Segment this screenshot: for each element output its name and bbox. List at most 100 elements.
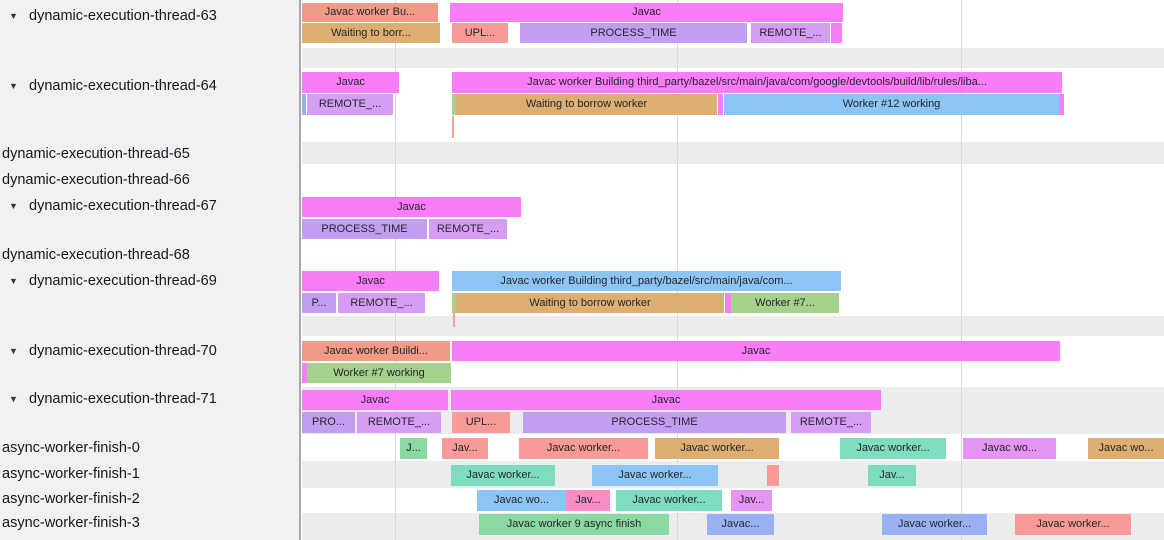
- expand-collapse-triangle-icon[interactable]: ▼: [9, 394, 18, 404]
- slice-bar[interactable]: PRO...: [302, 412, 355, 433]
- slice-bar[interactable]: REMOTE_...: [791, 412, 871, 433]
- track-band: [302, 316, 1164, 336]
- slice-bar[interactable]: Waiting to borrow worker: [456, 94, 717, 115]
- track-label-dynamic-execution-thread-69[interactable]: ▼ dynamic-execution-thread-69: [0, 272, 217, 290]
- slice-bar[interactable]: Javac: [302, 197, 521, 217]
- slice-bar[interactable]: Javac: [452, 341, 1060, 361]
- time-gridline: [961, 0, 962, 540]
- track-label-async-worker-finish-3: async-worker-finish-3: [0, 514, 140, 532]
- track-label-dynamic-execution-thread-66: dynamic-execution-thread-66: [0, 171, 190, 189]
- slice-bar-sliver[interactable]: [452, 293, 456, 313]
- slice-bar[interactable]: Javac...: [707, 514, 774, 535]
- slice-bar[interactable]: Javac: [451, 390, 881, 410]
- track-name-text: dynamic-execution-thread-64: [29, 78, 217, 94]
- track-label-async-worker-finish-0: async-worker-finish-0: [0, 439, 140, 457]
- track-label-dynamic-execution-thread-67[interactable]: ▼ dynamic-execution-thread-67: [0, 197, 217, 215]
- slice-bar[interactable]: REMOTE_...: [357, 412, 441, 433]
- expand-collapse-triangle-icon[interactable]: ▼: [9, 11, 18, 21]
- track-name-text: dynamic-execution-thread-69: [29, 273, 217, 289]
- slice-bar[interactable]: Javac: [302, 271, 439, 291]
- expand-collapse-triangle-icon[interactable]: ▼: [9, 81, 18, 91]
- track-band: [302, 48, 1164, 68]
- slice-bar-sliver[interactable]: [302, 94, 306, 115]
- slice-bar[interactable]: Javac worker...: [882, 514, 987, 535]
- slice-bar[interactable]: REMOTE_...: [429, 219, 507, 239]
- slice-bar[interactable]: Javac: [450, 3, 843, 22]
- slice-bar[interactable]: Javac worker Building third_party/bazel/…: [452, 271, 841, 291]
- slice-bar[interactable]: Javac worker...: [451, 465, 555, 486]
- slice-bar[interactable]: UPL...: [452, 23, 508, 43]
- expand-collapse-triangle-icon[interactable]: ▼: [9, 276, 18, 286]
- slice-bar[interactable]: Javac wo...: [1088, 438, 1164, 459]
- slice-bar[interactable]: Javac: [302, 390, 448, 410]
- track-label-async-worker-finish-2: async-worker-finish-2: [0, 490, 140, 508]
- track-band: [302, 142, 1164, 164]
- slice-bar[interactable]: J...: [400, 438, 427, 459]
- track-label-dynamic-execution-thread-71[interactable]: ▼ dynamic-execution-thread-71: [0, 390, 217, 408]
- slice-bar[interactable]: UPL...: [452, 412, 510, 433]
- slice-bar[interactable]: Javac worker Buildi...: [302, 341, 450, 361]
- track-name-text: dynamic-execution-thread-68: [2, 247, 190, 263]
- slice-bar[interactable]: Javac worker 9 async finish: [479, 514, 669, 535]
- track-label-dynamic-execution-thread-63[interactable]: ▼ dynamic-execution-thread-63: [0, 7, 217, 25]
- slice-bar[interactable]: Worker #12 working: [724, 94, 1059, 115]
- slice-bar[interactable]: REMOTE_...: [751, 23, 830, 43]
- slice-bar[interactable]: Javac worker...: [519, 438, 648, 459]
- slice-bar-sliver[interactable]: [831, 23, 842, 43]
- track-name-text: dynamic-execution-thread-70: [29, 343, 217, 359]
- track-name-text: dynamic-execution-thread-71: [29, 391, 217, 407]
- track-label-async-worker-finish-1: async-worker-finish-1: [0, 465, 140, 483]
- slice-bar[interactable]: Javac worker...: [840, 438, 946, 459]
- slice-bar[interactable]: P...: [302, 293, 336, 313]
- track-name-text: dynamic-execution-thread-66: [2, 172, 190, 188]
- slice-bar[interactable]: Javac worker Building third_party/bazel/…: [452, 72, 1062, 93]
- slice-bar[interactable]: Javac worker Bu...: [302, 3, 438, 22]
- slice-bar[interactable]: Waiting to borr...: [302, 23, 440, 43]
- slice-bar[interactable]: Javac wo...: [963, 438, 1056, 459]
- track-name-text: dynamic-execution-thread-67: [29, 198, 217, 214]
- slice-bar[interactable]: Jav...: [868, 465, 916, 486]
- instant-event-tick: [453, 313, 455, 327]
- track-name-text: async-worker-finish-3: [2, 515, 140, 531]
- slice-bar-sliver[interactable]: [452, 94, 456, 115]
- time-gridline: [677, 0, 678, 540]
- slice-bar[interactable]: PROCESS_TIME: [523, 412, 786, 433]
- slice-bar[interactable]: Javac worker...: [592, 465, 718, 486]
- slice-bar[interactable]: Worker #7...: [731, 293, 839, 313]
- slice-bar[interactable]: Waiting to borrow worker: [456, 293, 724, 313]
- slice-bar[interactable]: Javac worker...: [1015, 514, 1131, 535]
- track-name-text: async-worker-finish-2: [2, 491, 140, 507]
- slice-bar[interactable]: REMOTE_...: [338, 293, 425, 313]
- slice-bar-sliver[interactable]: [1059, 94, 1064, 115]
- track-label-dynamic-execution-thread-64[interactable]: ▼ dynamic-execution-thread-64: [0, 77, 217, 95]
- slice-bar[interactable]: REMOTE_...: [307, 94, 393, 115]
- slice-bar[interactable]: Javac worker...: [655, 438, 779, 459]
- slice-bar-sliver[interactable]: [725, 293, 731, 313]
- track-name-text: dynamic-execution-thread-65: [2, 146, 190, 162]
- track-name-sidebar: ▼ dynamic-execution-thread-63 ▼ dynamic-exe…: [0, 0, 301, 540]
- slice-bar-sliver[interactable]: [767, 465, 779, 486]
- slice-bar[interactable]: Javac wo...: [477, 490, 566, 511]
- slice-bar[interactable]: Worker #7 working: [307, 363, 451, 383]
- slice-bar[interactable]: PROCESS_TIME: [302, 219, 427, 239]
- slice-bar[interactable]: PROCESS_TIME: [520, 23, 747, 43]
- slice-bar-sliver[interactable]: [302, 363, 307, 383]
- track-name-text: async-worker-finish-1: [2, 466, 140, 482]
- slice-bar[interactable]: Javac worker...: [616, 490, 722, 511]
- slice-bar-sliver[interactable]: [718, 94, 723, 115]
- track-label-dynamic-execution-thread-70[interactable]: ▼ dynamic-execution-thread-70: [0, 342, 217, 360]
- slice-bar[interactable]: Javac: [302, 72, 399, 93]
- slice-bar[interactable]: Jav...: [566, 490, 610, 511]
- expand-collapse-triangle-icon[interactable]: ▼: [9, 346, 18, 356]
- track-band: [302, 461, 1164, 488]
- track-label-dynamic-execution-thread-68: dynamic-execution-thread-68: [0, 246, 190, 264]
- expand-collapse-triangle-icon[interactable]: ▼: [9, 201, 18, 211]
- instant-event-tick: [452, 116, 454, 138]
- slice-bar[interactable]: Jav...: [731, 490, 772, 511]
- track-name-text: dynamic-execution-thread-63: [29, 8, 217, 24]
- slice-bar[interactable]: Jav...: [442, 438, 488, 459]
- track-label-dynamic-execution-thread-65: dynamic-execution-thread-65: [0, 145, 190, 163]
- time-gridline: [395, 0, 396, 540]
